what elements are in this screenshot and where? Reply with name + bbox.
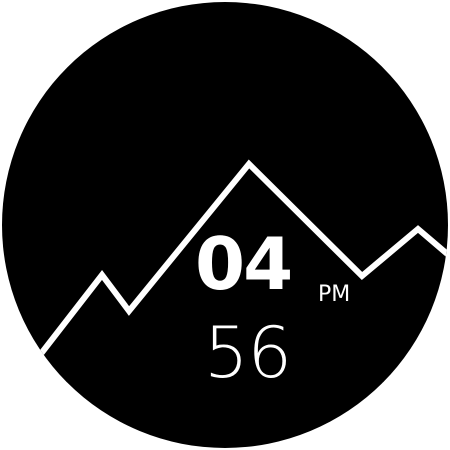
mountain-ridge-icon <box>37 159 448 357</box>
period-indicator: PM <box>318 282 351 307</box>
hour-display: 04 <box>195 222 293 306</box>
minute-display: 56 <box>204 312 292 394</box>
